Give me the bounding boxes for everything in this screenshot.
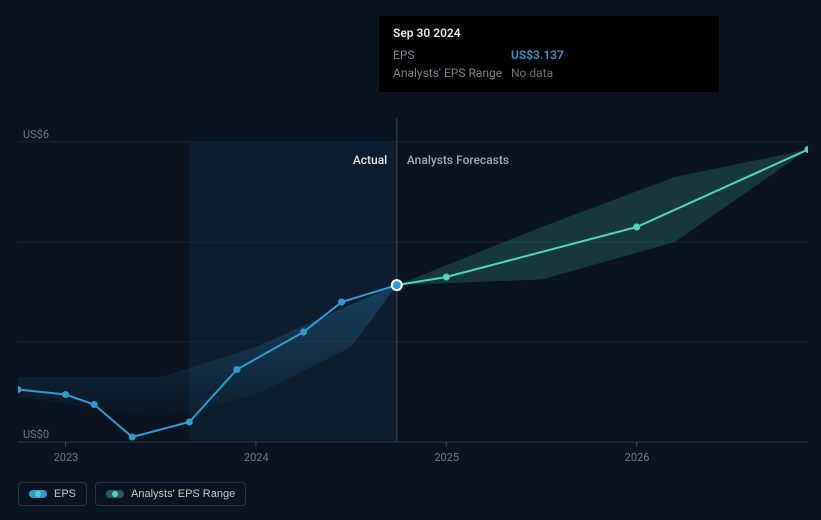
eps-chart[interactable]: Actual Analysts Forecasts US$6 US$0 2023 20… bbox=[18, 118, 808, 478]
tooltip-date: Sep 30 2024 bbox=[393, 26, 705, 40]
y-tick-label: US$6 bbox=[23, 128, 49, 141]
x-tick-label: 2024 bbox=[244, 451, 269, 464]
tooltip-row: Analysts' EPS Range No data bbox=[393, 64, 705, 82]
chart-legend: EPS Analysts' EPS Range bbox=[18, 482, 246, 506]
legend-label: EPS bbox=[54, 488, 76, 500]
legend-swatch bbox=[29, 490, 47, 498]
region-label-forecast: Analysts Forecasts bbox=[407, 153, 509, 167]
tooltip-label: EPS bbox=[393, 48, 511, 62]
chart-svg bbox=[18, 118, 808, 478]
tooltip-value: US$3.137 bbox=[511, 48, 564, 62]
tooltip-label: Analysts' EPS Range bbox=[393, 66, 511, 80]
legend-label: Analysts' EPS Range bbox=[131, 488, 235, 500]
legend-dot bbox=[35, 491, 41, 497]
legend-dot bbox=[112, 491, 118, 497]
x-tick-label: 2023 bbox=[54, 451, 79, 464]
tooltip-value: No data bbox=[511, 66, 553, 80]
legend-item-eps[interactable]: EPS bbox=[18, 482, 87, 506]
chart-tooltip: Sep 30 2024 EPS US$3.137 Analysts' EPS R… bbox=[379, 16, 719, 92]
tooltip-row: EPS US$3.137 bbox=[393, 46, 705, 64]
legend-item-range[interactable]: Analysts' EPS Range bbox=[95, 482, 246, 506]
y-tick-label: US$0 bbox=[23, 428, 49, 441]
x-tick-label: 2025 bbox=[434, 451, 459, 464]
legend-swatch bbox=[106, 490, 124, 498]
x-tick-label: 2026 bbox=[625, 451, 650, 464]
region-label-actual: Actual bbox=[353, 153, 387, 167]
